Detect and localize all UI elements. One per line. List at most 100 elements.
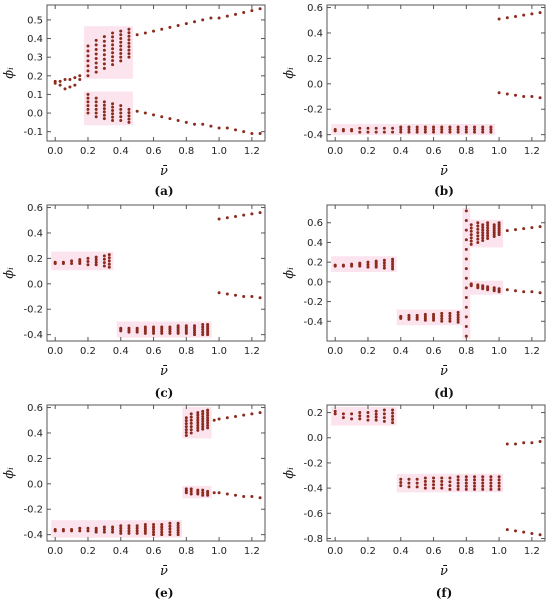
data-point	[486, 221, 490, 225]
data-point	[522, 441, 526, 445]
y-tick-label: 0.2	[27, 454, 43, 465]
data-point	[489, 478, 493, 482]
data-point	[111, 51, 115, 55]
x-tick-label: 0.8	[458, 546, 474, 557]
data-point	[184, 422, 188, 426]
data-point	[481, 475, 485, 479]
data-point	[476, 283, 480, 287]
data-point	[497, 481, 501, 485]
y-axis-label: ϕᵢ	[2, 67, 17, 79]
data-point	[189, 415, 193, 419]
data-point	[464, 238, 468, 242]
data-point	[530, 226, 534, 230]
data-point	[201, 491, 205, 495]
data-point	[78, 74, 82, 78]
panel-label: (c)	[155, 386, 174, 400]
plot-frame	[326, 4, 546, 142]
data-point	[111, 43, 115, 47]
data-point	[119, 51, 123, 55]
data-point	[432, 312, 436, 316]
data-point	[464, 219, 468, 223]
data-point	[440, 311, 444, 315]
data-point	[469, 236, 473, 240]
data-point	[374, 130, 378, 134]
data-point	[415, 481, 419, 485]
y-tick-label: -0.2	[23, 305, 43, 316]
data-point	[119, 44, 123, 48]
y-tick-label: 0.2	[307, 258, 323, 269]
data-point	[196, 413, 200, 417]
data-point	[102, 117, 106, 121]
y-axis-label: ϕᵢ	[282, 267, 297, 279]
data-point	[184, 22, 188, 26]
data-point	[476, 221, 480, 225]
data-point	[86, 263, 90, 267]
y-tick-label: -0.2	[303, 105, 323, 116]
data-point	[464, 228, 468, 232]
data-point	[341, 416, 345, 420]
data-point	[456, 318, 460, 322]
data-point	[333, 409, 337, 413]
data-point	[522, 227, 526, 231]
x-tick-label: 0.2	[360, 346, 376, 357]
data-point	[78, 529, 82, 533]
data-point	[415, 125, 419, 129]
data-point	[481, 238, 485, 242]
data-point	[94, 255, 98, 259]
x-tick-label: 1.0	[491, 346, 507, 357]
data-point	[391, 267, 395, 271]
data-point	[193, 328, 197, 332]
data-point	[448, 125, 452, 129]
y-tick-label: 0.4	[27, 34, 43, 45]
data-point	[119, 111, 123, 115]
data-point	[201, 425, 205, 429]
data-point	[160, 530, 164, 534]
data-point	[481, 231, 485, 235]
data-point	[258, 411, 262, 415]
data-point	[448, 317, 452, 321]
data-point	[201, 18, 205, 22]
data-point	[530, 441, 534, 445]
data-point	[258, 7, 262, 11]
data-point	[86, 256, 90, 260]
data-point	[119, 40, 123, 44]
data-point	[242, 413, 246, 417]
data-point	[242, 495, 246, 499]
data-point	[399, 128, 403, 132]
data-point	[107, 256, 111, 260]
x-tick-label: 0.2	[360, 146, 376, 157]
data-point	[189, 428, 193, 432]
data-point	[382, 130, 386, 134]
data-point	[94, 43, 98, 47]
x-tick-label: 0.0	[47, 546, 63, 557]
data-point	[492, 286, 496, 290]
data-point	[127, 45, 131, 49]
data-point	[464, 130, 468, 134]
data-point	[94, 56, 98, 60]
y-tick-label: 0.4	[27, 428, 43, 439]
data-point	[225, 14, 229, 18]
data-point	[217, 126, 221, 130]
data-point	[464, 296, 468, 300]
x-tick-label: 1.0	[491, 546, 507, 557]
data-point	[486, 231, 490, 235]
panel-f: 0.0 0.2 0.4 0.6 0.8 1.0 1.2 -0.8 -0.6 -0.4 -0.2 0.0…	[282, 404, 546, 600]
data-point	[448, 314, 452, 318]
data-point	[111, 31, 115, 35]
data-point	[464, 247, 468, 251]
data-point	[469, 239, 473, 243]
data-point	[497, 221, 501, 225]
data-point	[440, 483, 444, 487]
data-point	[135, 531, 139, 535]
highlight-band	[396, 309, 463, 326]
y-tick-label: -0.4	[303, 130, 323, 141]
data-point	[152, 331, 156, 335]
y-tick-label: -0.2	[303, 458, 323, 469]
y-axis-label: ϕᵢ	[282, 467, 297, 479]
x-tick-label: 0.0	[327, 146, 343, 157]
data-point	[489, 128, 493, 132]
data-point	[366, 418, 370, 422]
data-point	[176, 324, 180, 328]
data-point	[358, 130, 362, 134]
